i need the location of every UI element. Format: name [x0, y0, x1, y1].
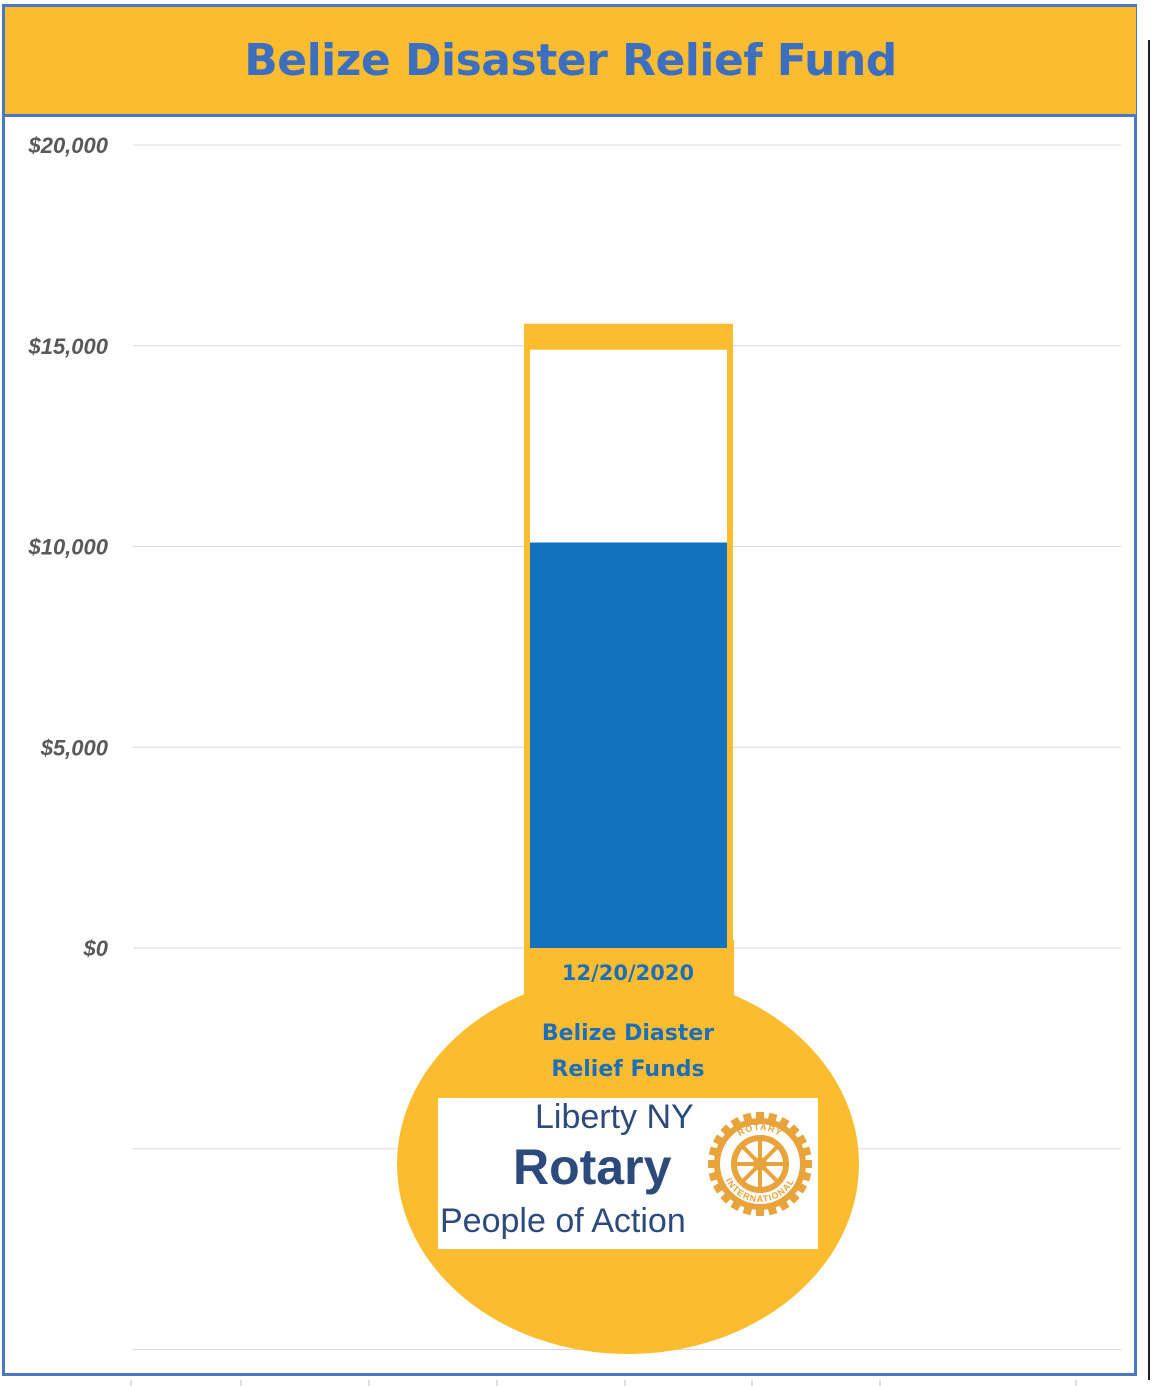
raised-bar	[530, 542, 727, 948]
logo-line-rotary: Rotary	[513, 1139, 672, 1195]
y-tick-label: $15,000	[27, 334, 108, 359]
wheel-cog	[778, 1199, 790, 1212]
wheel-cog	[720, 1124, 733, 1137]
wheel-cog	[742, 1112, 753, 1124]
y-tick-label: $0	[83, 936, 109, 961]
logo-line-liberty: Liberty NY	[535, 1098, 694, 1136]
wheel-cog	[778, 1116, 790, 1129]
chart-title: Belize Disaster Relief Fund	[244, 35, 897, 86]
bulb-label-line: Relief Funds	[551, 1057, 704, 1082]
y-tick-label: $5,000	[40, 735, 109, 760]
rotary-logo: Liberty NY Rotary People of Action ROTAR…	[438, 1098, 818, 1249]
thermometer-neck	[524, 940, 734, 1025]
title-bar: Belize Disaster Relief Fund	[5, 7, 1136, 117]
category-label: 12/20/2020	[562, 961, 694, 985]
wheel-cog	[712, 1134, 725, 1146]
wheel-cog	[800, 1171, 812, 1182]
bulb-label-line: Belize Diaster	[542, 1021, 714, 1046]
wheel-cog	[720, 1191, 733, 1204]
wheel-cog	[795, 1134, 808, 1146]
wheel-cog	[756, 1112, 764, 1121]
wheel-cog	[800, 1146, 812, 1157]
wheel-cog	[767, 1204, 778, 1216]
wheel-cog	[756, 1207, 764, 1216]
wheel-cog	[712, 1182, 725, 1194]
wheel-cog	[767, 1112, 778, 1124]
rotary-wheel-icon: ROTARY INTERNATIONAL	[708, 1112, 812, 1216]
wheel-cog	[708, 1171, 720, 1182]
wheel-cog	[787, 1191, 800, 1204]
wheel-cog	[803, 1160, 812, 1168]
wheel-cog	[795, 1182, 808, 1194]
wheel-cog	[730, 1199, 742, 1212]
logo-line-tagline: People of Action	[440, 1202, 686, 1240]
wheel-cog	[708, 1160, 717, 1168]
wheel-cog	[708, 1146, 720, 1157]
wheel-cog	[787, 1124, 800, 1137]
page-edge-rule	[1148, 40, 1150, 1380]
y-tick-label: $10,000	[27, 535, 108, 560]
wheel-cog	[730, 1116, 742, 1129]
wheel-cog	[742, 1204, 753, 1216]
y-tick-label: $20,000	[27, 133, 108, 158]
